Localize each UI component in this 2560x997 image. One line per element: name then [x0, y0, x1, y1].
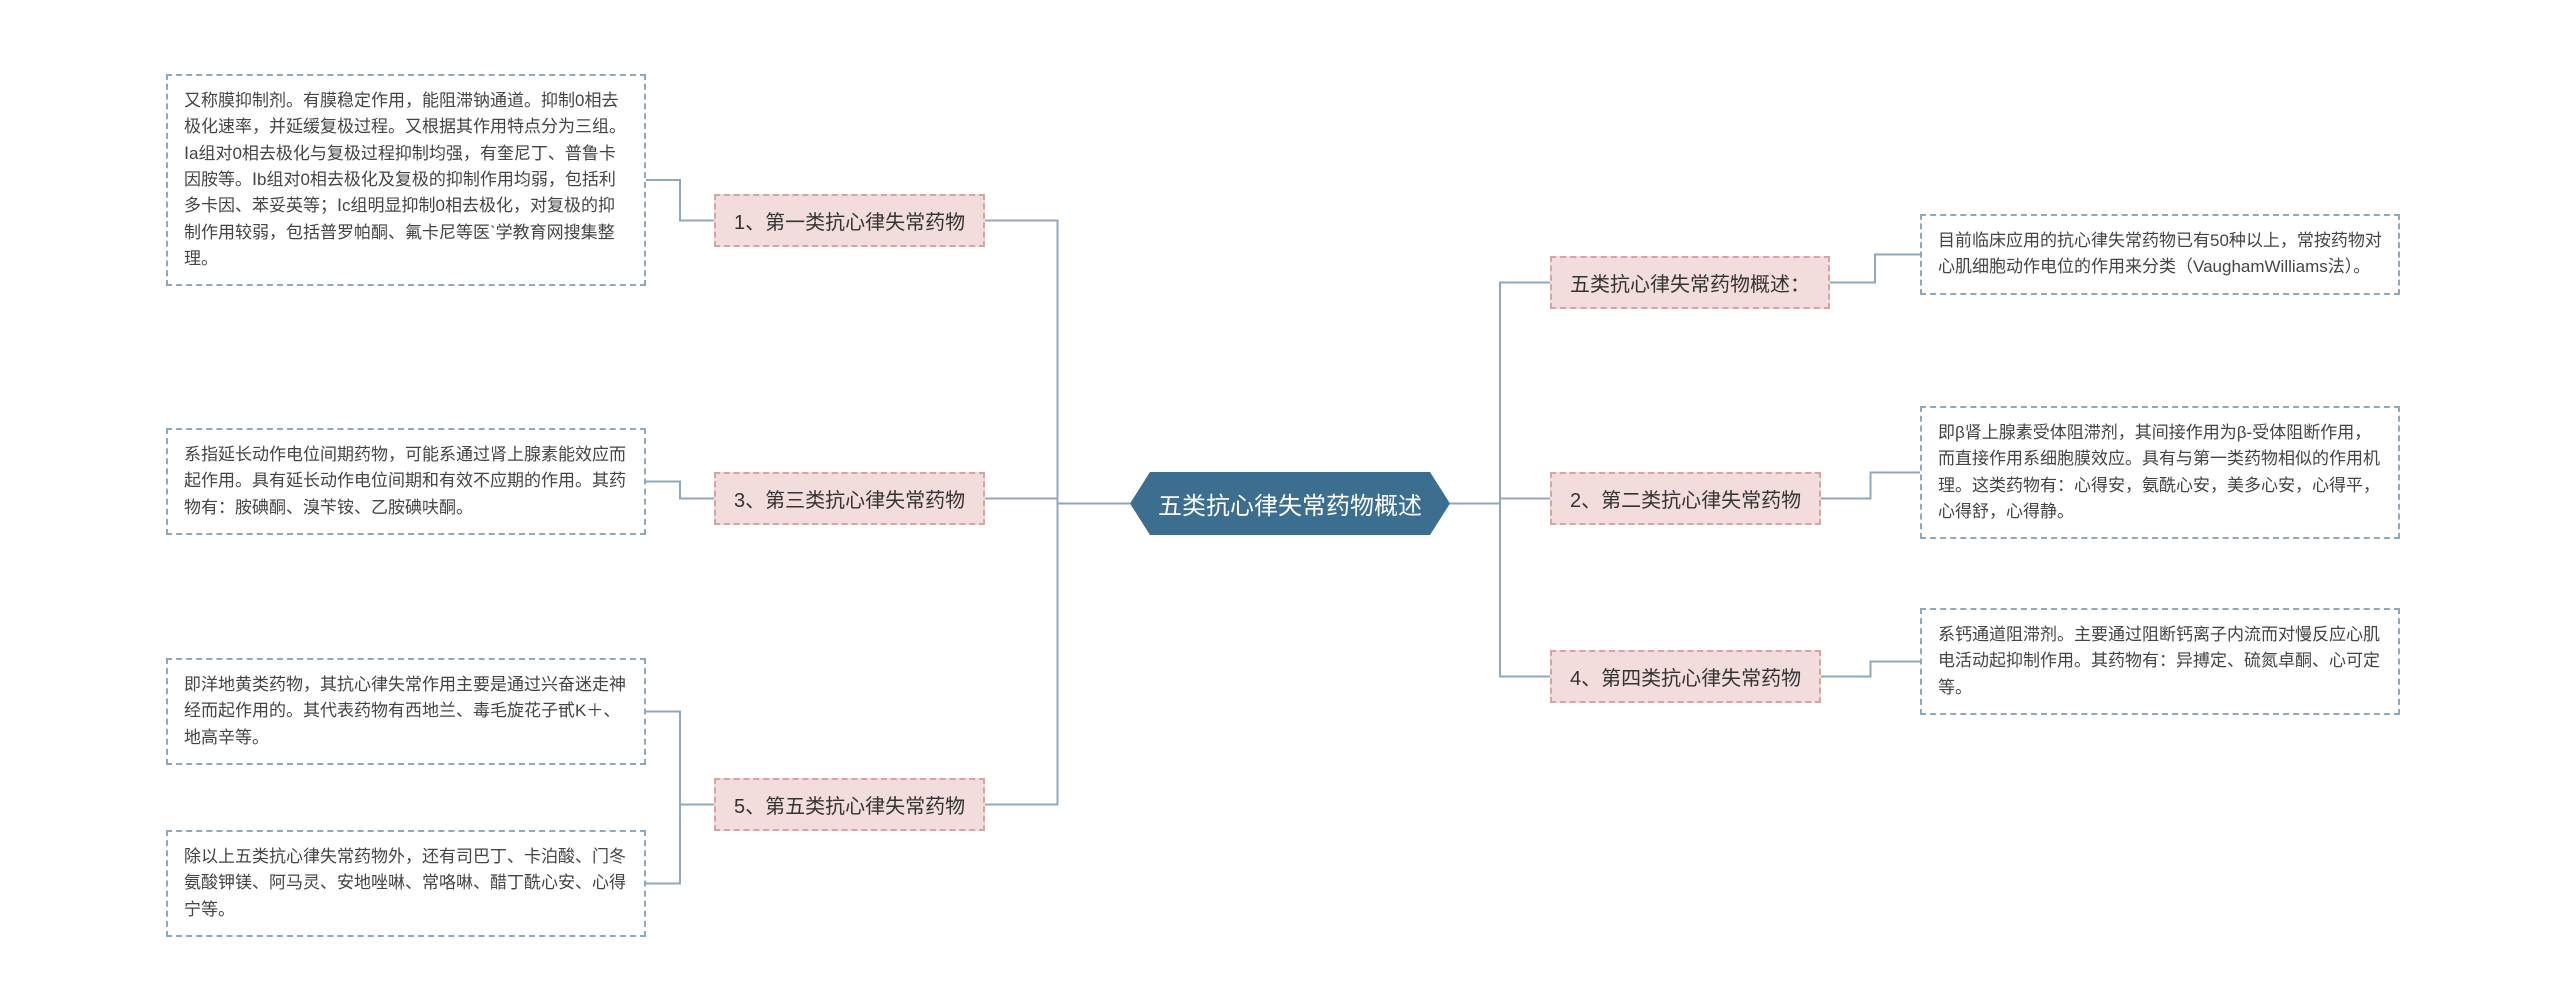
center-node: 五类抗心律失常药物概述 — [1130, 472, 1450, 535]
branch-b5: 5、第五类抗心律失常药物 — [714, 778, 985, 831]
leaf-l2: 即β肾上腺素受体阻滞剂，其间接作用为β-受体阻断作用，而直接作用系细胞膜效应。具… — [1920, 406, 2400, 539]
leaf-l1: 又称膜抑制剂。有膜稳定作用，能阻滞钠通道。抑制0相去极化速率，并延缓复极过程。又… — [166, 74, 646, 286]
branch-b0: 五类抗心律失常药物概述： — [1550, 256, 1830, 309]
leaf-l5b: 除以上五类抗心律失常药物外，还有司巴丁、卡泊酸、门冬氨酸钾镁、阿马灵、安地唑啉、… — [166, 830, 646, 937]
leaf-l5a: 即洋地黄类药物，其抗心律失常作用主要是通过兴奋迷走神经而起作用的。其代表药物有西… — [166, 658, 646, 765]
branch-b1: 1、第一类抗心律失常药物 — [714, 194, 985, 247]
leaf-l4: 系钙通道阻滞剂。主要通过阻断钙离子内流而对慢反应心肌电活动起抑制作用。其药物有：… — [1920, 608, 2400, 715]
branch-b2: 2、第二类抗心律失常药物 — [1550, 472, 1821, 525]
branch-b4: 4、第四类抗心律失常药物 — [1550, 650, 1821, 703]
branch-b3: 3、第三类抗心律失常药物 — [714, 472, 985, 525]
leaf-l0: 目前临床应用的抗心律失常药物已有50种以上，常按药物对心肌细胞动作电位的作用来分… — [1920, 214, 2400, 295]
leaf-l3: 系指延长动作电位间期药物，可能系通过肾上腺素能效应而起作用。具有延长动作电位间期… — [166, 428, 646, 535]
